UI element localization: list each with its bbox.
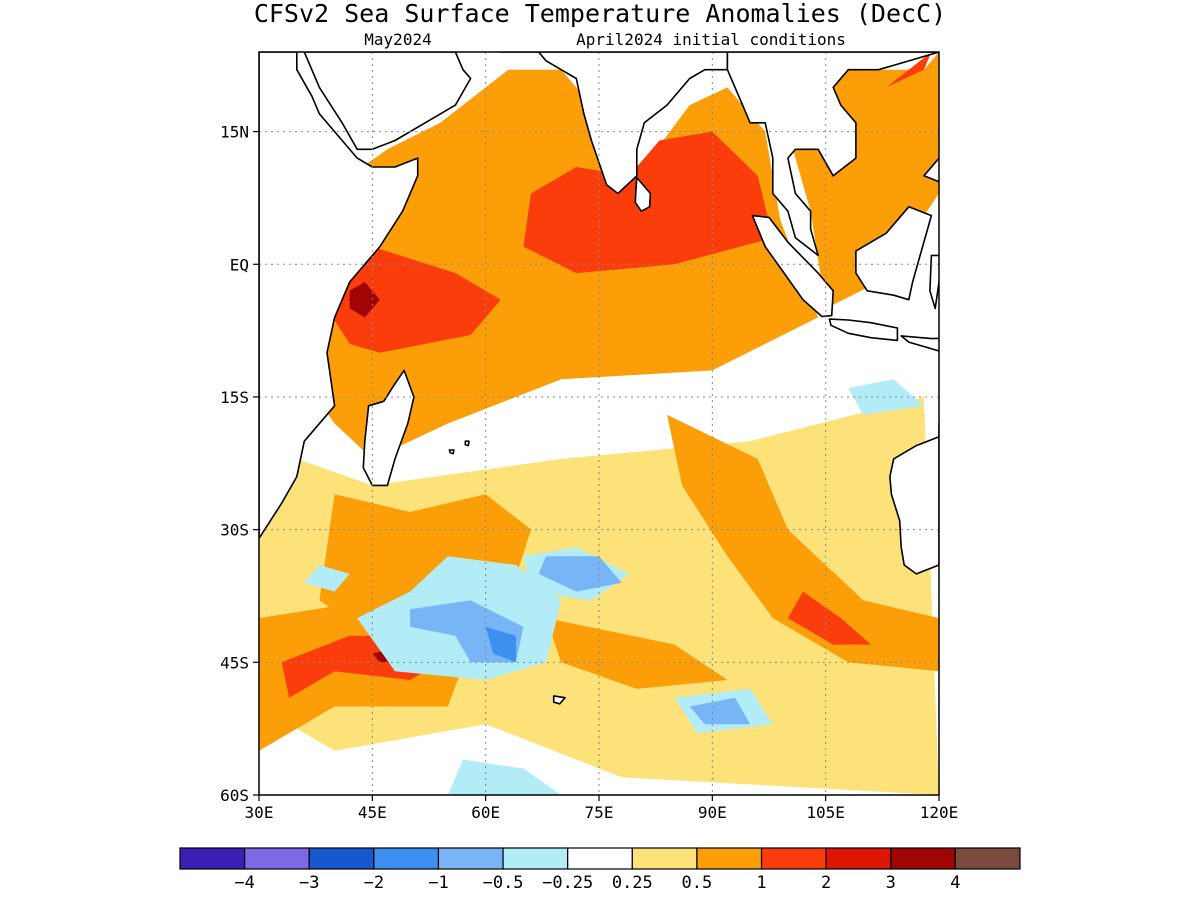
longitude-tick-label: 60E: [471, 803, 500, 822]
anomaly-region-7: [546, 618, 728, 689]
sulawesi-landmass: [929, 254, 939, 310]
latitude-tick-label: 60S: [220, 786, 249, 805]
colorbar: −4 −3 −2 −1 −0.5 −0.25 0.25 0.5 1 2 3 4: [179, 847, 1021, 893]
colorbar-label: −1: [428, 873, 448, 893]
latitude-tick-label: 15N: [220, 123, 249, 142]
colorbar-label: −0.25: [542, 873, 593, 893]
colorbar-label: 0.5: [682, 873, 713, 893]
colorbar-swatch: [696, 847, 763, 870]
colorbar-label: −4: [234, 873, 254, 893]
anomaly-region-6: [667, 414, 939, 672]
longitude-tick-label: 45E: [358, 803, 387, 822]
colorbar-swatch: [954, 847, 1021, 870]
africa-landmass: [259, 52, 419, 540]
colorbar-label: 3: [886, 873, 896, 893]
longitude-ticks: 30E 45E 60E 75E 90E 105E 120E: [245, 795, 959, 822]
colorbar-swatch: [760, 847, 827, 870]
colorbar-swatch: [825, 847, 892, 870]
graticule: [259, 52, 939, 795]
colorbar-label: 1: [756, 873, 766, 893]
india-landmass: [499, 52, 729, 195]
longitude-tick-label: 75E: [585, 803, 614, 822]
colorbar-swatch: [308, 847, 375, 870]
mascarene-island: [464, 440, 470, 447]
anomaly-region-19: [304, 565, 350, 592]
latitude-tick-label: EQ: [230, 255, 249, 274]
arabia-landmass: [303, 52, 472, 151]
kerguelen-landmass: [552, 695, 566, 705]
java-landmass: [828, 318, 899, 342]
colorbar-swatch: [631, 847, 698, 870]
longitude-tick-label: 120E: [920, 803, 959, 822]
colorbar-swatch: [502, 847, 569, 870]
map-subtitle-left: May2024: [364, 30, 431, 49]
colorbar-swatch: [244, 847, 310, 870]
colorbar-label: 0.25: [612, 873, 653, 893]
anomaly-region-23: [689, 697, 751, 725]
anomaly-fields: [259, 52, 939, 795]
borneo-landmass: [855, 206, 933, 301]
madagascar-landmass: [362, 369, 415, 487]
colorbar-label: 2: [821, 873, 831, 893]
land-masses: [259, 52, 939, 705]
colorbar-label: 4: [950, 873, 960, 893]
colorbar-label: −3: [299, 873, 319, 893]
reunion-island: [448, 449, 455, 455]
anomaly-region-12: [886, 52, 932, 88]
latitude-tick-label: 45S: [220, 653, 249, 672]
colorbar-label: −0.5: [483, 873, 524, 893]
colorbar-swatch: [890, 847, 956, 870]
australia-landmass: [889, 422, 939, 575]
colorbar-swatch: [373, 847, 440, 870]
anomaly-region-20: [848, 379, 924, 415]
latitude-tick-label: 30S: [220, 521, 249, 540]
anomaly-region-17: [447, 759, 562, 795]
latitude-tick-label: 15S: [220, 388, 249, 407]
anomaly-region-22: [538, 556, 622, 592]
colorbar-swatch: [567, 847, 633, 870]
philippines-landmass: [923, 156, 939, 183]
longitude-tick-label: 105E: [806, 803, 845, 822]
map-title: CFSv2 Sea Surface Temperature Anomalies …: [254, 0, 946, 28]
southeast-asia-landmass: [726, 52, 939, 257]
longitude-tick-label: 90E: [698, 803, 727, 822]
colorbar-label: −2: [364, 873, 384, 893]
colorbar-swatch: [437, 847, 504, 870]
anomaly-region-11: [787, 591, 871, 645]
anomaly-region-13: [349, 282, 380, 318]
sumatra-landmass: [751, 214, 835, 318]
longitude-tick-label: 30E: [245, 803, 274, 822]
anomaly-region-8: [327, 246, 501, 353]
anomaly-region-25: [485, 626, 516, 663]
map-subtitle-right: April2024 initial conditions: [576, 30, 846, 49]
sri-lanka-landmass: [634, 176, 652, 212]
lesser-sunda-landmass: [900, 335, 939, 352]
colorbar-swatch: [179, 847, 246, 870]
latitude-ticks: 15N EQ 15S 30S 45S 60S: [220, 123, 259, 805]
